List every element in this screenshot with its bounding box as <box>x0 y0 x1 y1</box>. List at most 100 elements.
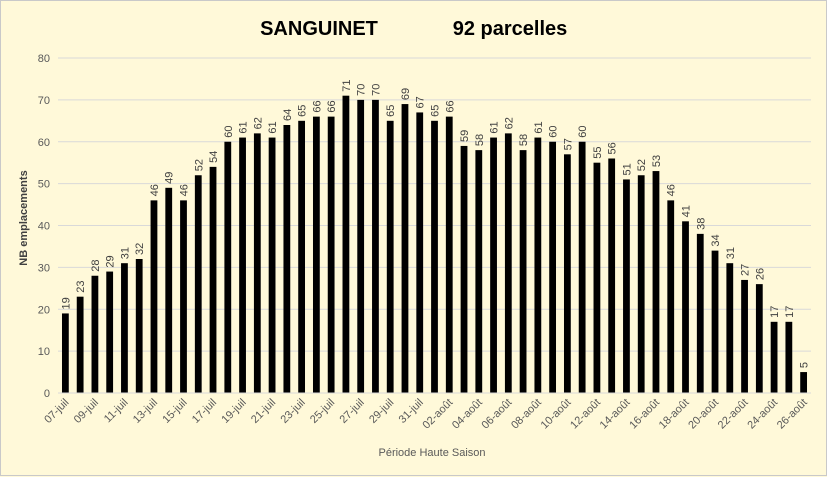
bar <box>785 321 793 393</box>
data-label: 46 <box>149 184 161 196</box>
bar <box>165 187 173 393</box>
bar <box>224 141 232 393</box>
data-label: 46 <box>666 184 678 196</box>
x-tick-label: 26-août <box>775 397 810 432</box>
data-label: 61 <box>267 121 279 133</box>
data-label: 26 <box>754 268 766 280</box>
bar <box>741 279 748 393</box>
x-tick-label: 09-juil <box>72 397 101 426</box>
data-label: 17 <box>769 306 781 318</box>
data-label: 53 <box>651 155 663 167</box>
x-tick-label: 25-juil <box>308 397 337 426</box>
bar <box>696 233 704 393</box>
data-label: 61 <box>533 121 545 133</box>
bar <box>76 296 84 393</box>
data-label: 65 <box>430 105 442 117</box>
data-label: 29 <box>105 255 117 267</box>
chart-title: SANGUINET <box>260 18 378 40</box>
x-tick-label: 07-juil <box>42 397 71 426</box>
bar <box>578 141 586 393</box>
bar <box>312 116 320 393</box>
bar <box>593 162 601 393</box>
data-label: 71 <box>341 79 353 91</box>
bar <box>549 141 557 393</box>
bar <box>475 150 483 393</box>
bar <box>209 166 217 393</box>
data-label: 23 <box>75 280 87 292</box>
bar <box>504 133 512 393</box>
data-label: 34 <box>710 234 722 246</box>
x-tick-label: 12-août <box>568 397 603 432</box>
data-label: 38 <box>695 218 707 230</box>
data-label: 5 <box>799 362 811 368</box>
data-label: 70 <box>370 84 382 96</box>
bar <box>357 99 365 393</box>
data-label: 58 <box>518 134 530 146</box>
bar <box>726 263 734 393</box>
data-label: 31 <box>725 247 737 259</box>
bar <box>519 150 527 393</box>
bar <box>135 259 143 393</box>
x-tick-label: 21-juil <box>249 397 278 426</box>
data-label: 17 <box>784 306 796 318</box>
data-label: 62 <box>503 117 515 129</box>
data-label: 59 <box>459 130 471 142</box>
x-tick-label: 16-août <box>627 397 662 432</box>
data-label: 64 <box>282 109 294 121</box>
bar <box>194 175 202 393</box>
bar <box>342 95 350 393</box>
x-tick-label: 29-juil <box>367 397 396 426</box>
x-tick-label: 22-août <box>716 397 751 432</box>
data-label: 60 <box>548 126 560 138</box>
data-label: 46 <box>179 184 191 196</box>
data-label: 61 <box>489 121 501 133</box>
bar <box>667 200 675 393</box>
bar <box>416 112 424 393</box>
y-axis-title: NB emplacements <box>18 170 30 265</box>
bar <box>121 263 128 393</box>
data-label: 58 <box>474 134 486 146</box>
bar <box>534 137 542 393</box>
data-label: 61 <box>238 121 250 133</box>
bar <box>623 179 630 393</box>
y-tick-label: 40 <box>38 221 50 233</box>
x-tick-label: 08-août <box>509 397 544 432</box>
data-label: 60 <box>577 126 589 138</box>
data-label: 62 <box>252 117 264 129</box>
data-label: 52 <box>636 159 648 171</box>
bar <box>445 116 453 393</box>
bar <box>106 271 114 393</box>
bar <box>431 120 438 393</box>
x-tick-label: 23-juil <box>278 397 307 426</box>
data-label: 67 <box>415 96 427 108</box>
y-tick-label: 10 <box>38 346 50 358</box>
data-label: 32 <box>134 243 146 255</box>
data-label: 31 <box>119 247 131 259</box>
bars <box>61 95 808 393</box>
y-tick-label: 0 <box>44 388 50 400</box>
bar <box>61 313 69 393</box>
data-label: 57 <box>562 138 574 150</box>
y-axis-ticks: 0 10 20 30 40 50 60 70 80 <box>38 53 50 400</box>
y-tick-label: 30 <box>38 262 50 274</box>
bar <box>283 125 291 393</box>
bar <box>755 284 763 393</box>
bar <box>490 137 497 393</box>
x-tick-label: 04-août <box>450 397 485 432</box>
x-tick-label: 18-août <box>657 397 692 432</box>
x-axis-ticks: 07-juil 09-juil 11-juil 13-juil 15-juil 17-ju… <box>42 397 809 432</box>
data-label: 27 <box>740 264 752 276</box>
data-label: 65 <box>385 105 397 117</box>
data-label: 60 <box>223 126 235 138</box>
bar <box>298 120 306 393</box>
x-tick-label: 11-juil <box>102 397 131 426</box>
data-label: 55 <box>592 146 604 158</box>
data-label: 66 <box>311 100 323 112</box>
data-label: 28 <box>90 260 102 272</box>
data-label: 51 <box>621 163 633 175</box>
x-tick-label: 15-juil <box>160 397 189 426</box>
x-tick-label: 13-juil <box>131 397 160 426</box>
chart-subtitle: 92 parcelles <box>453 18 568 40</box>
